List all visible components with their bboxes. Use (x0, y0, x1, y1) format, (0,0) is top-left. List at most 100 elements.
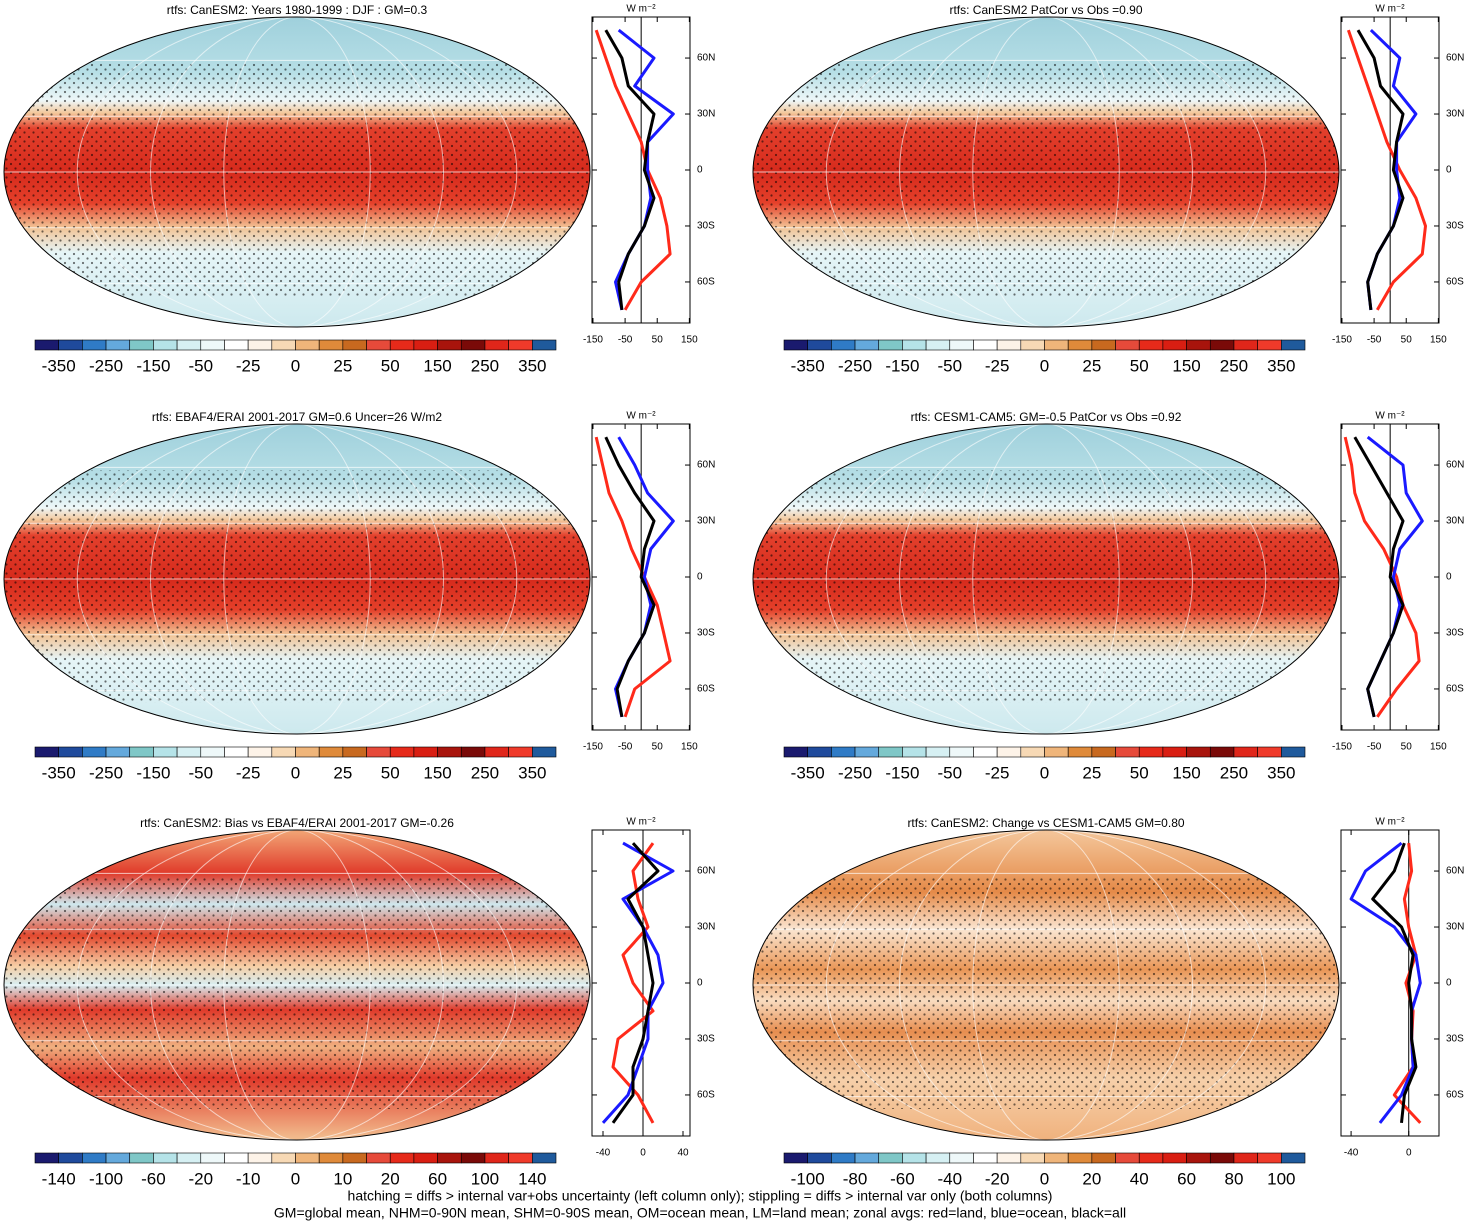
colorbar-box (413, 339, 438, 351)
colorbar-box (902, 746, 927, 758)
panel-title: rtfs: CanESM2: Bias vs EBAF4/ERAI 2001-2… (140, 816, 454, 830)
colorbar-label: 150 (423, 356, 451, 375)
colorbar-label: 60 (1177, 1169, 1196, 1188)
colorbar-box (925, 1152, 951, 1164)
units-label: W m⁻² (1375, 4, 1405, 15)
x-tick-label: -150 (583, 742, 603, 753)
colorbar-label: -25 (985, 356, 1010, 375)
colorbar-label: -20 (188, 1169, 213, 1188)
panel-title: rtfs: CanESM2: Years 1980-1999 : DJF : G… (167, 3, 428, 17)
zonal-line (604, 436, 656, 718)
map-meridian (825, 424, 1267, 734)
colorbar-label: 25 (1082, 763, 1101, 782)
colorbar-box (153, 746, 178, 758)
colorbar-box (200, 746, 225, 758)
colorbar-box (437, 746, 462, 758)
colorbar-label: 0 (291, 356, 300, 375)
colorbar-box (295, 746, 320, 758)
y-tick-label: 30S (697, 628, 715, 639)
colorbar-label: 150 (1172, 763, 1200, 782)
footnote: hatching = diffs > internal var+obs unce… (348, 1188, 1053, 1204)
x-tick-label: -50 (1367, 335, 1382, 346)
colorbar-label: 150 (1172, 356, 1200, 375)
y-tick-label: 60N (697, 53, 715, 64)
y-tick-label: 30N (697, 109, 715, 120)
map-meridian (76, 424, 518, 734)
colorbar-box (82, 1152, 107, 1164)
colorbar-label: -60 (141, 1169, 166, 1188)
colorbar-box (1257, 339, 1282, 351)
colorbar-box (105, 1152, 131, 1164)
x-tick-label: 40 (677, 1148, 689, 1159)
colorbar-box (58, 746, 83, 758)
colorbar-box (1020, 339, 1045, 351)
colorbar-box (1209, 746, 1235, 758)
colorbar-label: -350 (791, 763, 825, 782)
colorbar-label: 0 (1040, 763, 1049, 782)
y-tick-label: 60N (1446, 53, 1464, 64)
colorbar-box (1162, 339, 1187, 351)
colorbar-box (342, 746, 367, 758)
colorbar-box (1209, 339, 1235, 351)
colorbar-label: 25 (333, 356, 352, 375)
colorbar-label: -50 (188, 763, 213, 782)
colorbar-label: -150 (885, 356, 919, 375)
map (4, 830, 590, 1140)
colorbar-label: 250 (1220, 356, 1248, 375)
colorbar-box (973, 339, 998, 351)
x-tick-label: 150 (1430, 335, 1447, 346)
colorbar-label: -10 (236, 1169, 261, 1188)
panel-title: rtfs: CanESM2: Change vs CESM1-CAM5 GM=0… (907, 816, 1184, 830)
colorbar-box (854, 1152, 880, 1164)
colorbar-box (105, 746, 131, 758)
colorbar-label: -40 (937, 1169, 962, 1188)
colorbar-box (1257, 746, 1282, 758)
x-tick-label: -50 (618, 742, 633, 753)
x-tick-label: 50 (652, 335, 664, 346)
colorbar-box (271, 339, 296, 351)
colorbar-box (1044, 1152, 1069, 1164)
colorbar-box (153, 1152, 178, 1164)
stippling (4, 470, 590, 703)
y-tick-label: 60S (697, 684, 715, 695)
map-meridian (223, 830, 371, 1140)
colorbar-box (1067, 746, 1093, 758)
colorbar-label: -100 (89, 1169, 123, 1188)
colorbar-box (1091, 1152, 1116, 1164)
colorbar-box (854, 746, 880, 758)
footnote: GM=global mean, NHM=0-90N mean, SHM=0-90… (274, 1205, 1126, 1221)
map-border (3, 16, 591, 328)
colorbar-box (1281, 746, 1306, 758)
colorbar-label: 50 (1130, 763, 1149, 782)
colorbar-label: 250 (471, 356, 499, 375)
y-tick-label: 0 (1446, 572, 1452, 583)
colorbar-label: 20 (1082, 1169, 1101, 1188)
colorbar-box (1067, 339, 1093, 351)
x-tick-label: 0 (1406, 1148, 1412, 1159)
colorbar-box (783, 339, 808, 351)
y-tick-label: 60S (1446, 1090, 1464, 1101)
stippling (4, 876, 590, 1109)
colorbar-label: 25 (1082, 356, 1101, 375)
colorbar-box (807, 746, 832, 758)
y-tick-label: 60N (697, 460, 715, 471)
panel-title: rtfs: EBAF4/ERAI 2001-2017 GM=0.6 Uncer=… (152, 410, 442, 424)
colorbar-box (1067, 1152, 1093, 1164)
y-tick-label: 30S (697, 221, 715, 232)
map-border (752, 829, 1340, 1141)
colorbar-box (1186, 1152, 1211, 1164)
colorbar-box (949, 746, 974, 758)
colorbar-box (224, 746, 249, 758)
colorbar-box (878, 339, 903, 351)
colorbar-label: 100 (471, 1169, 499, 1188)
colorbar-label: -50 (937, 356, 962, 375)
zonal-line (601, 841, 675, 1124)
colorbar-box (902, 1152, 927, 1164)
colorbar-box (1186, 746, 1211, 758)
colorbar-label: 50 (381, 356, 400, 375)
colorbar-box (1138, 746, 1164, 758)
colorbar-label: 350 (518, 356, 546, 375)
panel-title: rtfs: CESM1-CAM5: GM=-0.5 PatCor vs Obs … (911, 410, 1182, 424)
colorbar-box (389, 1152, 415, 1164)
stippling (753, 470, 1339, 703)
